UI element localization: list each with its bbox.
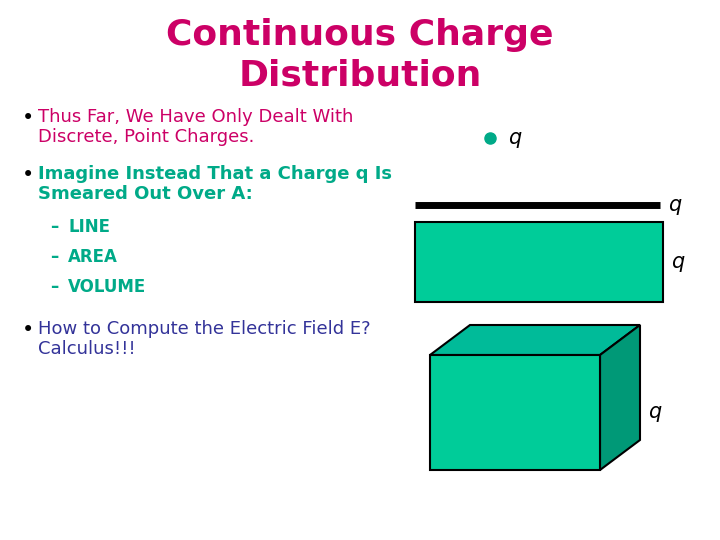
Text: Thus Far, We Have Only Dealt With: Thus Far, We Have Only Dealt With	[38, 108, 354, 126]
Text: Calculus!!!: Calculus!!!	[38, 340, 135, 358]
Text: q: q	[671, 252, 684, 272]
Text: •: •	[22, 320, 35, 340]
Text: q: q	[508, 128, 521, 148]
Text: Smeared Out Over A:: Smeared Out Over A:	[38, 185, 253, 203]
Text: LINE: LINE	[68, 218, 110, 236]
Text: –: –	[50, 248, 58, 266]
Bar	[415, 222, 663, 302]
Text: q: q	[668, 195, 681, 215]
Text: Discrete, Point Charges.: Discrete, Point Charges.	[38, 128, 254, 146]
Text: How to Compute the Electric Field E?: How to Compute the Electric Field E?	[38, 320, 371, 338]
Bar	[430, 355, 600, 470]
Text: Continuous Charge: Continuous Charge	[166, 18, 554, 52]
Text: –: –	[50, 278, 58, 296]
Text: •: •	[22, 165, 35, 185]
Text: AREA: AREA	[68, 248, 118, 266]
Text: •: •	[22, 108, 35, 128]
Text: q: q	[648, 402, 661, 422]
Text: –: –	[50, 218, 58, 236]
Polygon shape	[600, 325, 640, 470]
Text: Imagine Instead That a Charge q Is: Imagine Instead That a Charge q Is	[38, 165, 392, 183]
Text: Distribution: Distribution	[238, 58, 482, 92]
Polygon shape	[430, 325, 640, 355]
Text: VOLUME: VOLUME	[68, 278, 146, 296]
